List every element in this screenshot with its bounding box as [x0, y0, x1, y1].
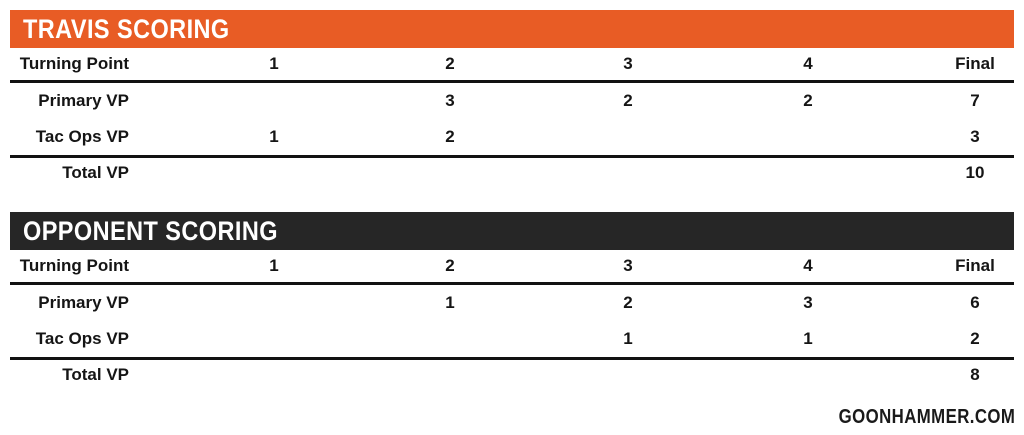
column-header-tp2: 2	[445, 256, 455, 275]
score-cell: 2	[623, 293, 633, 312]
opponent-header-row: Turning Point 1 2 3 4 Final	[10, 250, 1014, 285]
column-header-tp2: 2	[445, 54, 455, 73]
total-score-cell: 8	[970, 365, 980, 384]
column-header-turning-point: Turning Point	[19, 256, 129, 275]
column-header-final: Final	[955, 256, 995, 275]
score-cell: 2	[803, 91, 813, 110]
column-header-tp4: 4	[803, 256, 813, 275]
score-cell: 3	[803, 293, 813, 312]
score-cell: 1	[269, 127, 279, 146]
score-cell: 1	[623, 329, 633, 348]
travis-header-row: Turning Point 1 2 3 4 Final	[10, 48, 1014, 83]
opponent-title: OPPONENT SCORING	[23, 215, 278, 246]
column-header-tp3: 3	[623, 54, 633, 73]
score-cell: 2	[445, 127, 455, 146]
score-cell: 1	[445, 293, 455, 312]
column-header-tp1: 1	[269, 54, 279, 73]
row-label: Total VP	[62, 365, 129, 384]
travis-title-bar: TRAVIS SCORING	[10, 10, 1014, 48]
score-cell: 6	[970, 293, 980, 312]
row-label: Total VP	[62, 163, 129, 182]
score-cell: 7	[970, 91, 980, 110]
column-header-turning-point: Turning Point	[19, 54, 129, 73]
row-label: Tac Ops VP	[35, 329, 129, 348]
goonhammer-watermark: GOONHAMMER.COM	[838, 406, 1015, 428]
score-cell: 2	[970, 329, 980, 348]
total-score-cell: 10	[965, 163, 985, 182]
row-label: Primary VP	[38, 91, 129, 110]
score-cell: 3	[445, 91, 455, 110]
travis-tac-ops-vp-row: Tac Ops VP 1 2 3	[10, 119, 1014, 155]
column-header-tp1: 1	[269, 256, 279, 275]
score-cell: 1	[803, 329, 813, 348]
row-label: Primary VP	[38, 293, 129, 312]
opponent-primary-vp-row: Primary VP 1 2 3 6	[10, 285, 1014, 321]
column-header-final: Final	[955, 54, 995, 73]
travis-total-vp-row: Total VP 10	[10, 155, 1014, 188]
opponent-title-bar: OPPONENT SCORING	[10, 212, 1014, 250]
column-header-tp3: 3	[623, 256, 633, 275]
score-cell: 3	[970, 127, 980, 146]
opponent-total-vp-row: Total VP 8	[10, 357, 1014, 390]
opponent-scoring-table: OPPONENT SCORING Turning Point 1 2 3 4 F…	[10, 212, 1014, 390]
travis-scoring-table: TRAVIS SCORING Turning Point 1 2 3 4 Fin…	[10, 10, 1014, 188]
column-header-tp4: 4	[803, 54, 813, 73]
row-label: Tac Ops VP	[35, 127, 129, 146]
score-cell: 2	[623, 91, 633, 110]
opponent-tac-ops-vp-row: Tac Ops VP 1 1 2	[10, 321, 1014, 357]
travis-title: TRAVIS SCORING	[23, 13, 230, 44]
travis-primary-vp-row: Primary VP 3 2 2 7	[10, 83, 1014, 119]
